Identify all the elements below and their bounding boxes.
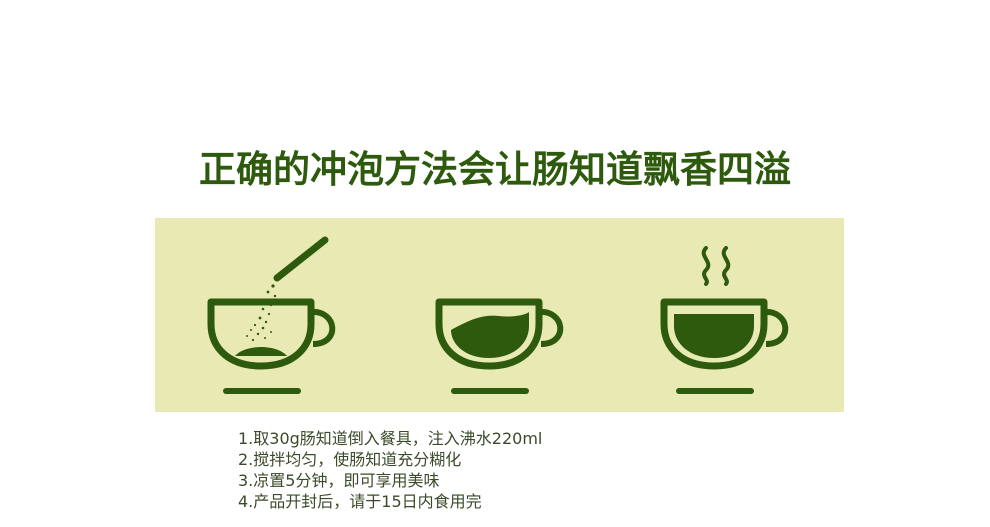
instruction-step: 4.产品开封后，请于15日内食用完 (238, 492, 482, 511)
instruction-list: 1.取30g肠知道倒入餐具，注入沸水220ml 2.搅拌均匀，使肠知道充分糊化 … (238, 428, 838, 512)
instruction-step: 2.搅拌均匀，使肠知道充分糊化 (238, 450, 462, 469)
illustration-panel (155, 218, 844, 412)
cup-with-powder-sachet-icon (207, 236, 336, 394)
instruction-step: 3.凉置5分钟，即可享用美味 (238, 471, 440, 490)
steaming-cup-icon (660, 246, 789, 394)
page-title: 正确的冲泡方法会让肠知道飘香四溢 (199, 148, 791, 191)
cup-half-filled-icon (435, 298, 564, 394)
instruction-step: 1.取30g肠知道倒入餐具，注入沸水220ml (238, 429, 543, 448)
